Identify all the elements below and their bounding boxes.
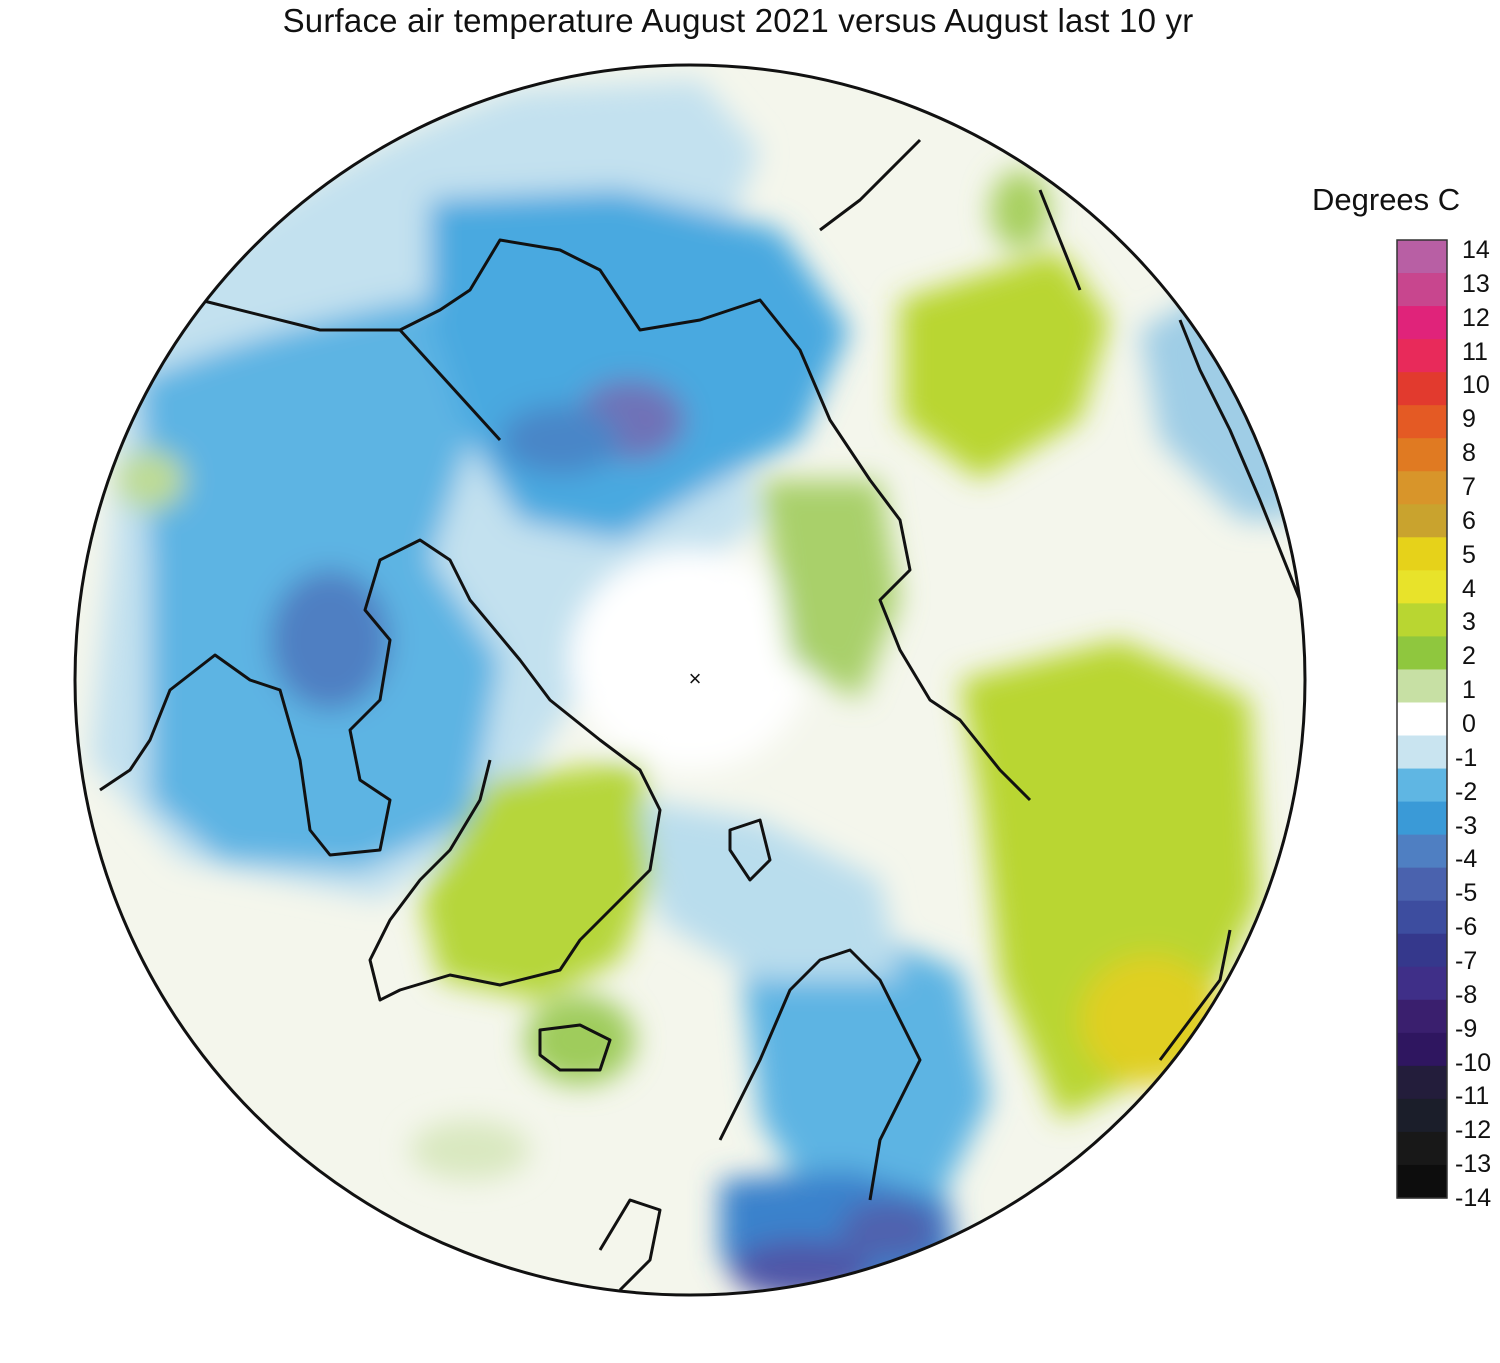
- legend-tick-label: 5: [1462, 540, 1476, 569]
- anomaly-field: [75, 65, 1305, 1295]
- color-bar-swatch: [1397, 834, 1447, 869]
- legend-tick-label: -12: [1455, 1116, 1492, 1145]
- legend-tick-label: -8: [1455, 980, 1478, 1009]
- legend-tick-label: -3: [1455, 811, 1478, 840]
- color-bar-swatch: [1397, 669, 1447, 704]
- legend-tick-label: 2: [1462, 642, 1476, 671]
- color-bar-swatch: [1397, 306, 1447, 340]
- coastlines: [99, 138, 1302, 1292]
- legend-tick-label: 11: [1462, 337, 1488, 366]
- color-bar-swatch: [1397, 636, 1447, 671]
- legend-tick-label: -6: [1455, 913, 1478, 942]
- legend-tick-label: -10: [1455, 1048, 1492, 1077]
- color-bar-swatch: [1397, 504, 1447, 538]
- chart-title: Surface air temperature August 2021 vers…: [282, 2, 1194, 39]
- color-bar-swatch: [1397, 372, 1447, 406]
- legend-tick-label: 4: [1462, 574, 1476, 603]
- legend-tick-label: -9: [1455, 1014, 1478, 1043]
- legend-tick-label: -2: [1455, 777, 1478, 806]
- color-bar-swatch: [1397, 438, 1447, 472]
- north-pole-marker: ×: [689, 666, 702, 691]
- color-bar-swatch: [1397, 933, 1447, 968]
- color-bar-swatch: [1397, 768, 1447, 803]
- color-bar-swatch: [1397, 240, 1447, 274]
- legend-tick-label: 0: [1462, 710, 1476, 738]
- color-bar-swatch: [1397, 867, 1447, 902]
- color-bar-swatch: [1397, 405, 1447, 439]
- color-bar-swatch: [1397, 1098, 1447, 1133]
- color-bar-swatch: [1397, 1164, 1447, 1199]
- legend-tick-label: 10: [1462, 371, 1490, 400]
- color-bar-swatch: [1397, 339, 1447, 373]
- color-bar-swatch: [1397, 801, 1447, 836]
- color-bar-frame: [1396, 239, 1448, 1199]
- color-bar-swatch: [1397, 537, 1447, 571]
- legend-tick-label: -7: [1455, 947, 1478, 975]
- legend-tick-label: 9: [1462, 405, 1476, 434]
- color-bar-swatch: [1397, 735, 1447, 770]
- color-bar-swatch: [1397, 471, 1447, 505]
- color-bar-swatch: [1397, 900, 1447, 935]
- color-bar-swatch: [1397, 966, 1447, 1001]
- color-bar-swatch: [1397, 702, 1447, 737]
- legend-tick-label: 1: [1462, 676, 1476, 705]
- legend-title: Degrees C: [1312, 182, 1461, 217]
- legend-tick-label: 3: [1462, 608, 1476, 637]
- legend-tick-label: 6: [1462, 506, 1476, 535]
- legend-tick-label: -14: [1455, 1184, 1492, 1212]
- legend-tick-label: -1: [1455, 743, 1478, 772]
- legend-tick-label: -13: [1455, 1150, 1492, 1179]
- globe-outline: [73, 63, 1307, 1297]
- color-bar-swatch: [1397, 1131, 1447, 1166]
- legend-tick-label: 13: [1462, 269, 1490, 298]
- color-bar: [1396, 239, 1448, 1199]
- legend-tick-label: 14: [1462, 236, 1490, 264]
- legend-tick-label: -4: [1455, 845, 1478, 874]
- legend-tick-label: -5: [1455, 879, 1478, 908]
- legend-tick-label: 7: [1462, 473, 1476, 501]
- color-bar-swatch: [1397, 603, 1447, 638]
- color-bar-swatch: [1397, 999, 1447, 1034]
- color-bar-swatch: [1397, 1032, 1447, 1067]
- color-bar-swatch: [1397, 273, 1447, 307]
- legend-tick-label: 8: [1462, 439, 1476, 468]
- color-bar-swatch: [1397, 570, 1447, 604]
- legend-tick-label: -11: [1455, 1082, 1490, 1111]
- legend-tick-label: 12: [1462, 303, 1490, 332]
- color-bar-swatch: [1397, 1065, 1447, 1100]
